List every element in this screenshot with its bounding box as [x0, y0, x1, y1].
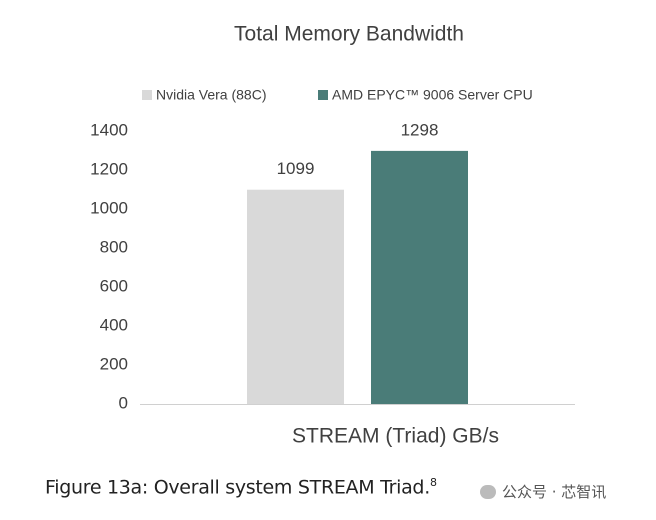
value-label: 1099: [277, 159, 315, 178]
y-tick-label: 1400: [90, 120, 128, 139]
legend-swatch: [318, 90, 328, 100]
legend-label: Nvidia Vera (88C): [156, 87, 267, 103]
watermark: 公众号 · 芯智讯: [480, 481, 606, 502]
caption-footnote: 8: [429, 476, 437, 489]
x-tick-label: STREAM (Triad) GB/s: [292, 425, 499, 448]
caption-text: Figure 13a: Overall system STREAM Triad.: [45, 476, 430, 499]
y-tick-label: 200: [100, 354, 128, 373]
value-label: 1298: [401, 120, 439, 139]
chart: Total Memory Bandwidth 0 200 400 600 800 1000…: [90, 23, 575, 448]
bar: [247, 189, 344, 404]
legend-label: AMD EPYC™ 9006 Server CPU: [332, 87, 533, 103]
y-tick-label: 1000: [90, 198, 128, 217]
watermark-icon: [480, 485, 496, 499]
y-tick-label: 600: [100, 276, 128, 295]
y-tick-label: 0: [119, 393, 128, 412]
y-tick-label: 800: [100, 237, 128, 256]
watermark-text: 公众号 · 芯智讯: [502, 483, 607, 501]
bar: [371, 150, 468, 404]
y-tick-label: 1200: [90, 159, 128, 178]
chart-title: Total Memory Bandwidth: [234, 23, 464, 46]
y-tick-label: 400: [100, 315, 128, 334]
legend-swatch: [142, 90, 152, 100]
figure-caption: Figure 13a: Overall system STREAM Triad.…: [45, 476, 437, 498]
